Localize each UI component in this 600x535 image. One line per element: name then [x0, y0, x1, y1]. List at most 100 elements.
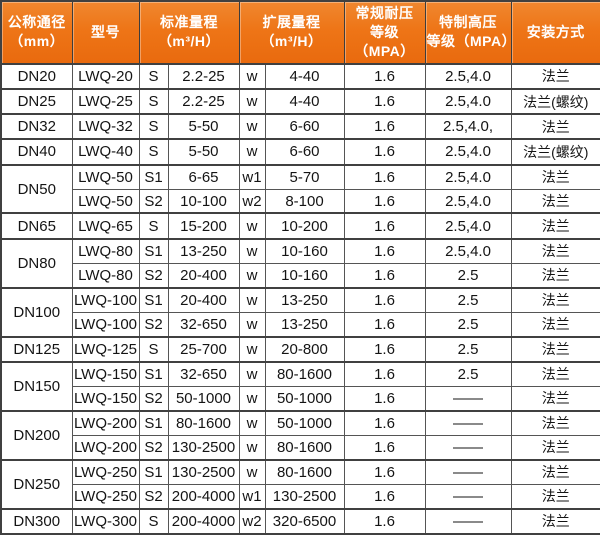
cell-dn: DN32	[0, 113, 73, 140]
cell-ext-class: w	[238, 262, 266, 289]
table-row: LWQ-100 S2 32-650 w 13-250 1.6 2.5 法兰	[1, 311, 600, 338]
cell-ext-range: 80-1600	[264, 434, 345, 461]
cell-ext-range: 20-800	[264, 335, 345, 363]
cell-ext-class: w	[238, 360, 266, 387]
header-cell: 安装方式	[510, 0, 600, 65]
cell-pressure: 1.6	[343, 138, 426, 166]
table-row: DN65 LWQ-65 S 15-200 w 10-200 1.6 2.5,4.0 法兰	[0, 212, 600, 240]
cell-mount: 法兰(螺纹)	[510, 138, 600, 166]
cell-dn: DN80	[0, 237, 73, 289]
cell-std-class: S2	[138, 311, 169, 338]
cell-ext-class: w2	[238, 507, 266, 535]
cell-ext-range: 80-1600	[264, 458, 345, 485]
cell-ext-class: w	[238, 62, 266, 90]
header-line: （m³/H）	[157, 33, 221, 50]
header-line: 特制高压	[439, 14, 497, 31]
cell-ext-class: w	[238, 286, 266, 313]
header-cell: 公称通径 （mm）	[0, 0, 73, 65]
cell-ext-range: 6-60	[264, 113, 345, 140]
cell-mount: 法兰	[510, 434, 600, 461]
cell-high-pressure: 2.5,4.0	[424, 212, 512, 240]
cell-std-class: S2	[138, 188, 169, 214]
header-line: 安装方式	[526, 23, 585, 40]
cell-dn: DN40	[0, 138, 73, 166]
cell-ext-class: w	[238, 138, 266, 166]
cell-model: LWQ-65	[71, 212, 140, 240]
cell-std-class: S1	[138, 237, 169, 264]
table-row: DN150 LWQ-150 S1 32-650 w 80-1600 1.6 2.5 法兰	[0, 360, 600, 412]
cell-mount: 法兰	[510, 507, 600, 535]
header-line: 扩展量程	[262, 14, 321, 31]
table-row: DN80 LWQ-80 S1 13-250 w 10-160 1.6 2.5,4.0 法兰	[0, 237, 600, 289]
cell-high-pressure: 2.5,4.0,	[424, 113, 512, 140]
cell-std-range: 130-2500	[167, 434, 240, 461]
cell-ext-range: 320-6500	[264, 507, 345, 535]
cell-model: LWQ-80	[71, 237, 140, 264]
header-line: 标准量程	[160, 14, 218, 31]
cell-dn: DN125	[0, 335, 73, 363]
cell-pressure: 1.6	[343, 286, 426, 313]
table-row: DN25 LWQ-25 S 2.2-25 w 4-40 1.6 2.5,4.0 法兰(螺纹)	[0, 87, 600, 115]
cell-mount: 法兰	[510, 335, 600, 363]
table-row: DN125 LWQ-125 S 25-700 w 20-800 1.6 2.5 法兰	[0, 335, 600, 363]
cell-pressure: 1.6	[343, 113, 426, 140]
cell-dn: DN250	[0, 458, 73, 510]
cell-model: LWQ-150	[71, 385, 140, 412]
cell-ext-class: w	[238, 113, 266, 140]
cell-mount: 法兰	[510, 62, 600, 90]
cell-dn: DN200	[0, 409, 73, 461]
table-row: DN50 LWQ-50 S1 6-65 w1 5-70 1.6 2.5,4.0 法兰	[0, 163, 600, 214]
cell-model: LWQ-300	[71, 507, 140, 535]
cell-model: LWQ-25	[71, 87, 140, 115]
cell-std-range: 5-50	[167, 113, 240, 140]
cell-std-class: S	[138, 113, 169, 140]
cell-std-class: S1	[138, 286, 169, 313]
cell-dn: DN150	[0, 360, 73, 412]
cell-pressure: 1.6	[343, 237, 426, 264]
cell-model: LWQ-80	[71, 262, 140, 289]
cell-std-range: 2.2-25	[167, 62, 240, 90]
cell-high-pressure: 2.5	[424, 360, 512, 387]
cell-std-class: S2	[138, 434, 169, 461]
cell-pressure: 1.6	[343, 262, 426, 289]
cell-pressure: 1.6	[343, 409, 426, 436]
cell-std-range: 6-65	[167, 163, 240, 190]
cell-model: LWQ-20	[71, 62, 140, 90]
cell-mount: 法兰	[510, 237, 600, 264]
header-line: 型号	[91, 23, 120, 40]
cell-dn: DN65	[0, 212, 73, 240]
cell-ext-class: w	[238, 212, 266, 240]
cell-std-range: 13-250	[167, 237, 240, 264]
cell-high-pressure: 2.5,4.0	[424, 188, 512, 214]
cell-ext-range: 130-2500	[264, 483, 345, 510]
cell-dn: DN100	[0, 286, 73, 338]
cell-model: LWQ-40	[71, 138, 140, 166]
header-line: 常规耐压	[355, 5, 414, 21]
cell-high-pressure: 2.5	[424, 262, 512, 289]
cell-ext-range: 13-250	[264, 311, 345, 338]
cell-std-range: 130-2500	[167, 458, 240, 485]
table-body: DN20 LWQ-20 S 2.2-25 w 4-40 1.6 2.5,4.0 法兰 DN25 LW…	[0, 62, 600, 535]
cell-std-class: S2	[138, 262, 169, 289]
header-line: 等级（MPA）	[354, 23, 415, 59]
cell-ext-class: w	[238, 237, 266, 264]
cell-pressure: 1.6	[343, 188, 426, 214]
cell-ext-range: 5-70	[264, 163, 345, 190]
cell-std-range: 2.2-25	[167, 87, 240, 115]
table-row: DN32 LWQ-32 S 5-50 w 6-60 1.6 2.5,4.0, 法兰	[0, 113, 600, 140]
cell-std-range: 50-1000	[167, 385, 240, 412]
cell-pressure: 1.6	[343, 458, 426, 485]
cell-ext-range: 10-200	[264, 212, 345, 240]
cell-high-pressure: 2.5	[424, 311, 512, 338]
cell-model: LWQ-32	[71, 113, 140, 140]
cell-model: LWQ-250	[71, 483, 140, 510]
cell-model: LWQ-125	[71, 335, 140, 363]
cell-std-class: S	[138, 87, 169, 115]
cell-std-class: S	[138, 335, 169, 363]
cell-model: LWQ-200	[71, 409, 140, 436]
table-row: LWQ-80 S2 20-400 w 10-160 1.6 2.5 法兰	[1, 262, 600, 289]
cell-high-pressure: 2.5	[424, 286, 512, 313]
cell-std-class: S1	[138, 458, 169, 485]
cell-std-class: S	[138, 212, 169, 240]
